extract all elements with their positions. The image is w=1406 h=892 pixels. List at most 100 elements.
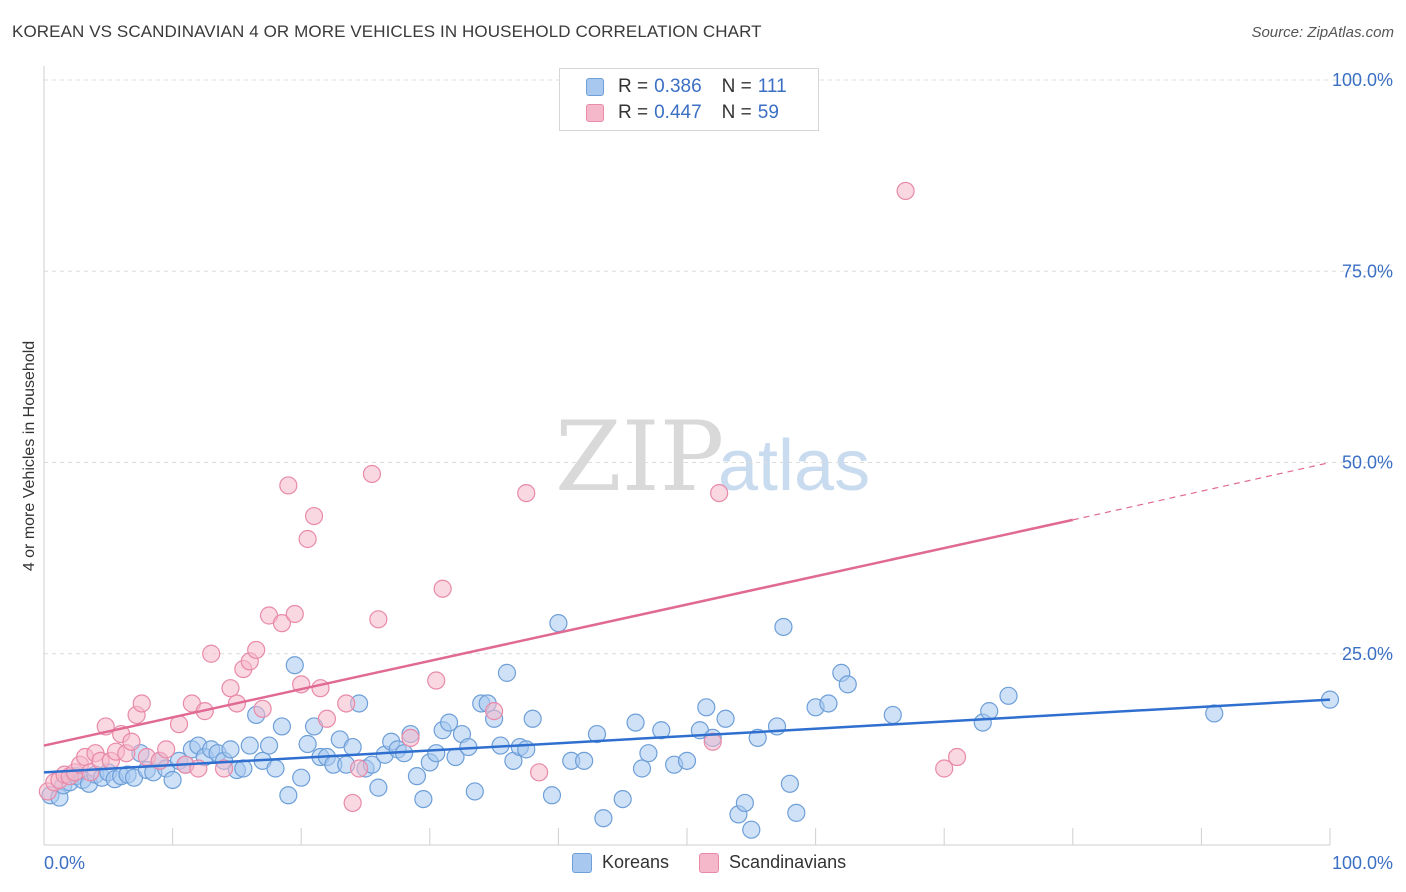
series-name-koreans: Koreans — [602, 852, 670, 872]
korean-point — [980, 702, 999, 721]
korean-point — [748, 728, 767, 748]
korean-point — [542, 786, 562, 805]
series-swatch-scandinavians — [699, 852, 720, 873]
korean-point — [742, 820, 761, 839]
scandinavian-point — [343, 793, 362, 813]
korean-point — [838, 675, 857, 694]
scandinavian-point — [349, 759, 369, 778]
korean-point — [575, 751, 594, 770]
legend-n-label: N = — [721, 102, 752, 123]
korean-point — [517, 740, 536, 759]
scandinavian-point — [337, 694, 356, 713]
korean-point — [439, 713, 459, 732]
korean-point — [883, 705, 902, 725]
korean-point — [285, 656, 304, 675]
scandinavian-point — [317, 709, 337, 728]
scandinavian-point — [710, 484, 729, 503]
scandinavian-point — [517, 484, 536, 503]
korean-point — [259, 736, 279, 755]
scandinavian-point — [485, 702, 504, 721]
y-tick-label: 75.0% — [1342, 261, 1393, 281]
series-swatch-koreans — [572, 852, 592, 873]
korean-point — [594, 809, 613, 828]
scandinavian-point — [285, 604, 304, 624]
korean-point — [298, 734, 317, 754]
legend-r-value: 0.386 — [654, 76, 702, 97]
scandinavian-point — [202, 644, 221, 663]
korean-point — [787, 803, 806, 822]
series-legend-koreans[interactable]: Koreans — [572, 852, 669, 873]
korean-point — [1205, 704, 1224, 723]
x-tick-label: 100.0% — [1332, 853, 1393, 873]
series-legend-scandinavians[interactable]: Scandinavians — [699, 852, 846, 873]
scandinavian-point — [247, 640, 266, 660]
legend-swatch-scandinavians — [586, 104, 604, 122]
legend-r-value: 0.447 — [654, 102, 702, 123]
korean-point — [613, 789, 632, 809]
legend-n-value: 59 — [757, 102, 779, 123]
x-tick-label: 0.0% — [44, 853, 85, 873]
legend-n-value: 111 — [757, 76, 787, 97]
chart-title: KOREAN VS SCANDINAVIAN 4 OR MORE VEHICLE… — [12, 22, 762, 41]
korean-point — [639, 744, 658, 763]
scandinavian-point — [427, 671, 446, 690]
scandinavian-point — [896, 181, 915, 201]
korean-point — [272, 717, 292, 736]
korean-point — [279, 786, 298, 805]
legend-r-label: R = — [618, 76, 649, 97]
korean-point — [266, 759, 285, 778]
korean-point — [819, 694, 838, 713]
watermark-zip: ZIP — [555, 401, 724, 513]
korean-trendline — [43, 698, 1331, 774]
scandinavian-point — [221, 679, 240, 698]
scandinavian-point — [433, 579, 452, 598]
y-tick-label: 50.0% — [1342, 453, 1393, 473]
korean-point — [780, 774, 799, 793]
korean-point — [163, 770, 182, 790]
korean-point — [414, 789, 433, 809]
scandinavian-point — [157, 740, 176, 759]
scandinavian-point — [253, 699, 272, 718]
korean-point — [465, 782, 484, 801]
legend-r-label: R = — [618, 102, 649, 123]
legend-row-scandinavians: R = 0.447 N = 59 — [586, 101, 779, 125]
legend-row-koreans: R = 0.386 N = 111 — [586, 75, 787, 99]
legend-box: R = 0.386 N = 111 R = 0.447 N = 59 — [559, 68, 819, 131]
korean-point — [292, 768, 311, 787]
korean-point — [221, 740, 240, 759]
korean-point — [497, 663, 517, 682]
scandinavian-point — [81, 763, 100, 782]
scandinavian-point — [279, 476, 298, 495]
scandinavian-trendline — [43, 518, 1074, 747]
legend-swatch-koreans — [586, 78, 604, 96]
korean-point — [626, 713, 645, 732]
scandinavian-point — [122, 732, 141, 751]
scandinavian-point — [311, 679, 330, 698]
korean-point — [999, 686, 1018, 705]
scandinavian-point — [935, 759, 954, 778]
scandinavian-point — [304, 506, 324, 526]
scandinavian-point — [530, 763, 549, 782]
korean-point — [587, 724, 607, 744]
series-legend: Koreans Scandinavians — [572, 852, 876, 873]
scandinavian-point — [132, 694, 151, 713]
scandinavian-point — [298, 529, 317, 549]
korean-point — [369, 778, 388, 797]
korean-point — [343, 737, 362, 757]
scandinavian-point — [362, 464, 382, 484]
korean-point — [677, 751, 697, 770]
legend-n-label: N = — [721, 76, 752, 97]
korean-point — [427, 744, 446, 763]
source-label: Source: ZipAtlas.com — [1251, 24, 1394, 41]
scandinavian-trendline-extension — [1072, 461, 1331, 521]
korean-point — [407, 767, 427, 786]
scandinavian-point — [214, 759, 234, 778]
korean-point — [632, 759, 652, 778]
korean-point — [774, 617, 793, 637]
scandinavian-point — [272, 614, 292, 633]
korean-point — [652, 721, 671, 740]
korean-point — [735, 793, 754, 813]
korean-point — [549, 614, 568, 633]
y-tick-label: 100.0% — [1332, 70, 1393, 90]
